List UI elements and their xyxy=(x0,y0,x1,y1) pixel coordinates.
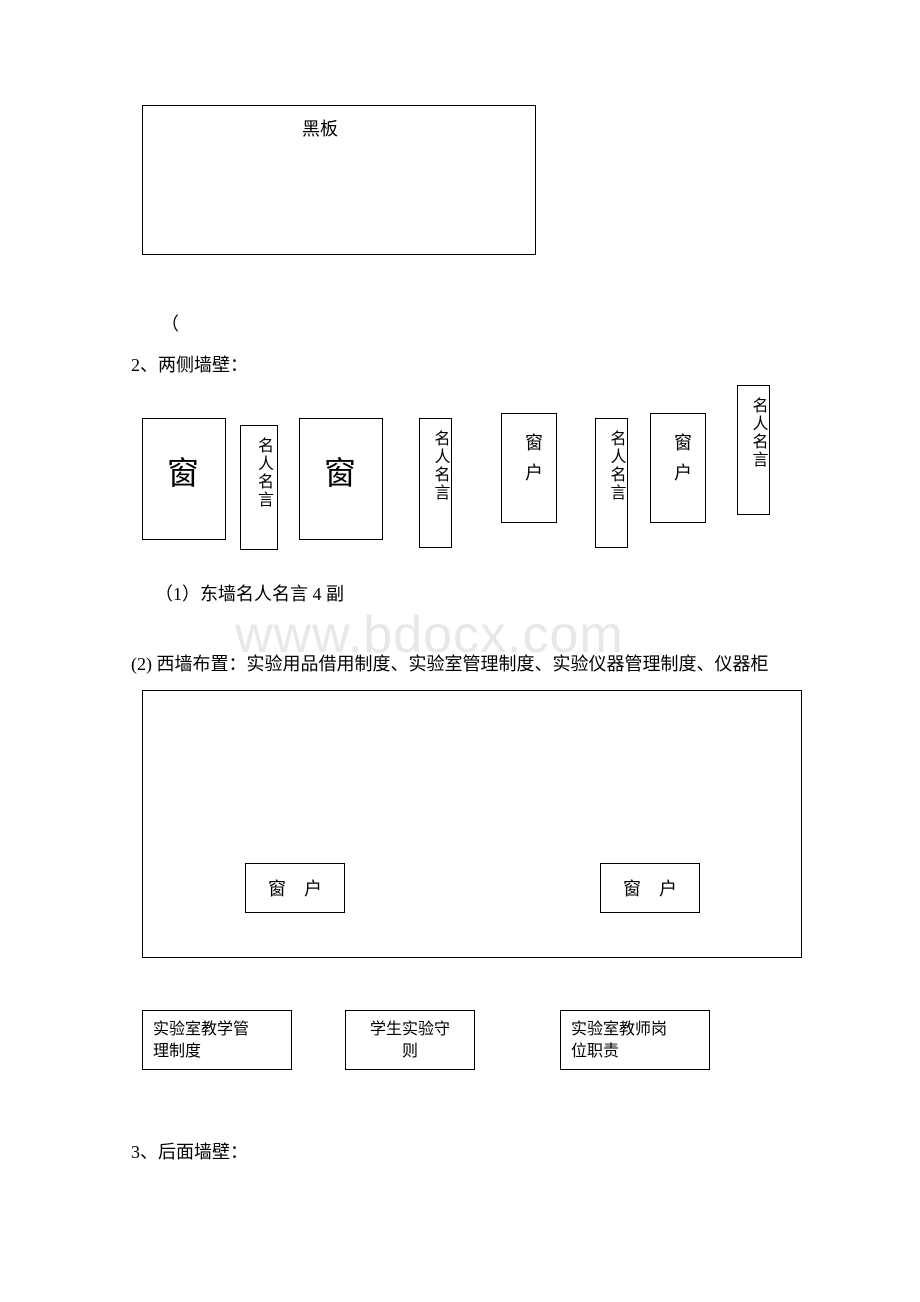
west-wall-caption: (2) 西墙布置：实验用品借用制度、实验室管理制度、实验仪器管理制度、仪器柜 xyxy=(131,650,769,676)
policy-box: 学生实验守则 xyxy=(345,1010,475,1070)
policy-label-line1: 实验室教学管 xyxy=(153,1019,281,1041)
policy-label-line2: 位职责 xyxy=(571,1041,699,1063)
policy-box: 实验室教学管理制度 xyxy=(142,1010,292,1070)
section3-title: 3、后面墙壁： xyxy=(131,1138,248,1164)
blackboard-label: 黑板 xyxy=(302,115,338,141)
policy-label-line2: 则 xyxy=(356,1041,464,1063)
quote-label: 名人名言 xyxy=(251,437,275,509)
policy-label-line1: 学生实验守 xyxy=(356,1019,464,1041)
window_vert-label: 窗户 xyxy=(520,433,546,493)
policy-label-line2: 理制度 xyxy=(153,1041,281,1063)
west-window-box: 窗 户 xyxy=(600,863,700,913)
paren-text: （ xyxy=(161,310,179,336)
east-wall-caption: （1）东墙名人名言 4 副 xyxy=(155,580,344,606)
quote-label: 名人名言 xyxy=(604,430,628,502)
policy-box: 实验室教师岗位职责 xyxy=(560,1010,710,1070)
section2-title: 2、两侧墙壁： xyxy=(131,351,248,377)
window_vert-label: 窗户 xyxy=(669,433,695,493)
quote-label: 名人名言 xyxy=(746,397,770,469)
quote-label: 名人名言 xyxy=(428,430,452,502)
blackboard-box xyxy=(142,105,536,255)
west-wall-box xyxy=(142,690,802,958)
policy-label-line1: 实验室教师岗 xyxy=(571,1019,699,1041)
window_big-label: 窗 xyxy=(167,448,199,494)
west-window-box: 窗 户 xyxy=(245,863,345,913)
window_big-label: 窗 xyxy=(324,448,356,494)
